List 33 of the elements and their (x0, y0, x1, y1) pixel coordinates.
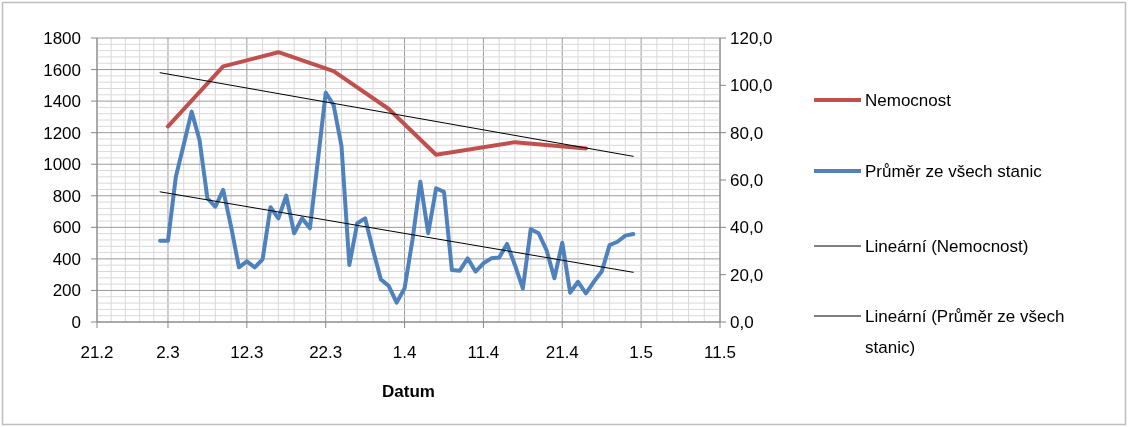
x-tick-label: 21.4 (545, 343, 579, 362)
legend-label: Nemocnost (865, 91, 952, 110)
y-tick-label: 1800 (43, 29, 81, 48)
x-tick-label: 1.5 (629, 343, 653, 362)
y-tick-label: 1000 (43, 155, 81, 175)
y-tick-label: 1200 (43, 123, 81, 143)
y-tick-label: 800 (52, 186, 81, 206)
y-tick-label: 200 (52, 281, 81, 301)
y-tick-label: 1600 (43, 60, 81, 80)
y-tick-label: 600 (52, 218, 81, 238)
legend-label: Lineární (Nemocnost) (865, 237, 1029, 256)
y2-tick-label: 20,0 (730, 265, 764, 285)
x-axis-title: Datum (382, 382, 435, 401)
legend-label: Průměr ze všech stanic (865, 162, 1043, 181)
x-tick-label: 11.4 (467, 343, 500, 362)
y2-tick-label: 120,0 (730, 29, 773, 48)
y2-tick-label: 40,0 (730, 218, 764, 238)
y-tick-label: 1400 (43, 92, 81, 112)
x-tick-label: 21.2 (80, 343, 114, 362)
x-tick-label: 22.3 (309, 343, 343, 362)
y-tick-label: 400 (52, 249, 81, 269)
line-series (158, 90, 636, 305)
x-tick-label: 2.3 (156, 343, 180, 362)
x-tick-label: 12.3 (230, 343, 264, 362)
y2-tick-label: 60,0 (730, 171, 764, 190)
legend-label: Lineární (Průměr ze všech stanic) (865, 307, 1065, 357)
y-tick-label: 0 (71, 313, 81, 332)
y2-tick-label: 100,0 (730, 76, 773, 96)
y2-tick-label: 0,0 (730, 313, 754, 332)
x-tick-label: 1.4 (392, 343, 417, 362)
y2-tick-label: 80,0 (730, 123, 764, 143)
line-series (165, 50, 588, 157)
x-tick-label: 11.5 (704, 343, 736, 362)
